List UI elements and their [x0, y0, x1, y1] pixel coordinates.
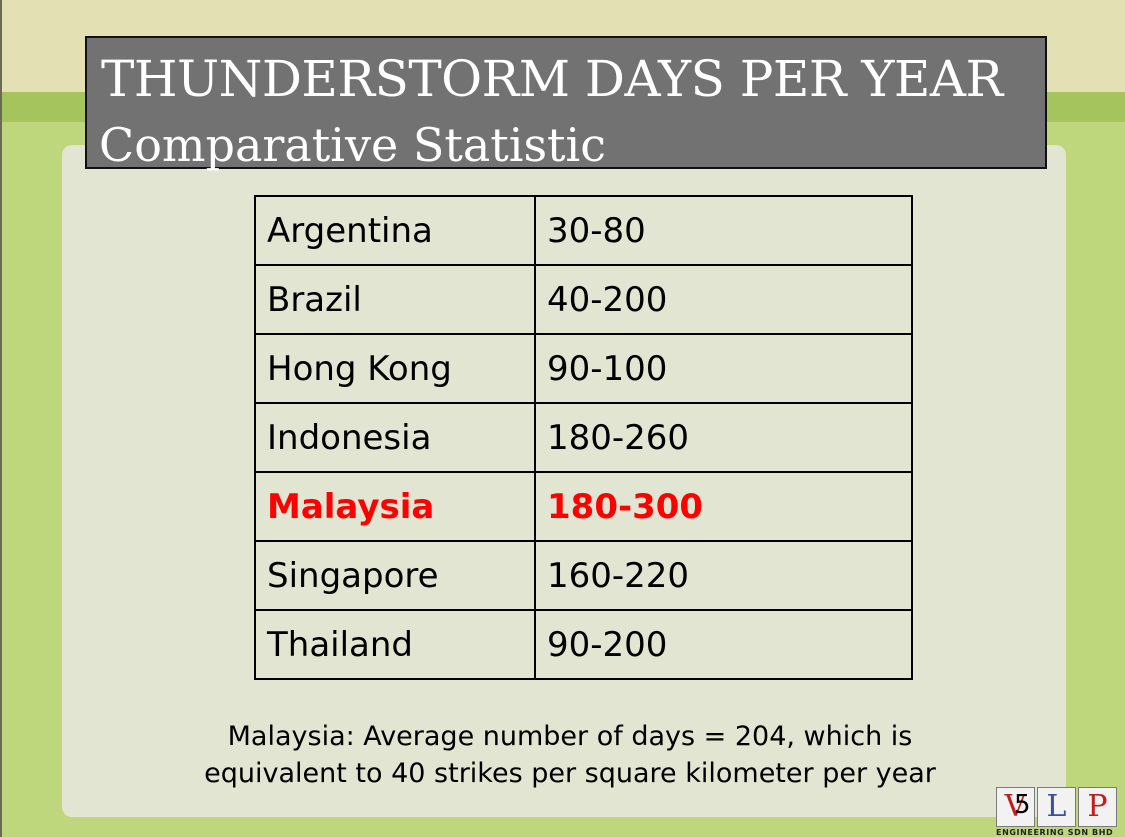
days-cell: 180-300	[534, 471, 913, 542]
table-row: Argentina 30-80	[254, 195, 913, 266]
slide-subtitle: Comparative Statistic	[99, 118, 607, 172]
logo-subtitle: ENGINEERING SDN BHD	[996, 828, 1114, 837]
note-text: Malaysia: Average number of days = 204, …	[160, 718, 980, 792]
table-row: Thailand 90-200	[254, 609, 913, 680]
logo-letter-v: V	[996, 787, 1035, 827]
country-cell: Brazil	[254, 264, 536, 335]
days-cell: 40-200	[534, 264, 913, 335]
table-row: Singapore 160-220	[254, 540, 913, 611]
table-row: Hong Kong 90-100	[254, 333, 913, 404]
days-cell: 30-80	[534, 195, 913, 266]
title-box: THUNDERSTORM DAYS PER YEAR Comparative S…	[85, 36, 1047, 172]
days-cell: 90-100	[534, 333, 913, 404]
logo-letter-p: P	[1078, 787, 1117, 827]
days-cell: 180-260	[534, 402, 913, 473]
note-line-2: equivalent to 40 strikes per square kilo…	[204, 758, 936, 789]
country-cell: Indonesia	[254, 402, 536, 473]
table-row: Indonesia 180-260	[254, 402, 913, 473]
logo-letter-l: L	[1037, 787, 1076, 827]
vlp-logo: V L P ENGINEERING SDN BHD	[994, 787, 1125, 837]
note-line-1: Malaysia: Average number of days = 204, …	[227, 721, 913, 752]
country-cell: Malaysia	[254, 471, 536, 542]
days-cell: 160-220	[534, 540, 913, 611]
page-number: 5	[1014, 790, 1031, 820]
slide-left-border	[0, 0, 2, 837]
days-cell: 90-200	[534, 609, 913, 680]
slide-title: THUNDERSTORM DAYS PER YEAR	[101, 50, 1003, 108]
country-cell: Hong Kong	[254, 333, 536, 404]
country-cell: Thailand	[254, 609, 536, 680]
thunderstorm-table: Argentina 30-80 Brazil 40-200 Hong Kong 90-10…	[254, 195, 913, 680]
table-row: Brazil 40-200	[254, 264, 913, 335]
country-cell: Argentina	[254, 195, 536, 266]
table-body: Argentina 30-80 Brazil 40-200 Hong Kong 90-10…	[254, 195, 913, 680]
table-row: Malaysia 180-300	[254, 471, 913, 542]
country-cell: Singapore	[254, 540, 536, 611]
